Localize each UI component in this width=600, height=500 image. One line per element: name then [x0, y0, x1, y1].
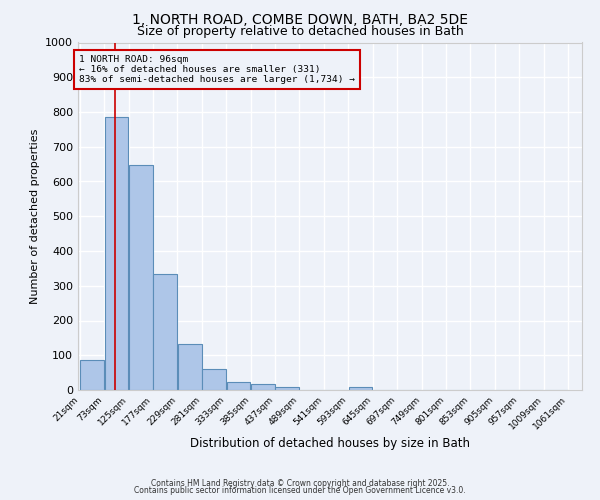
Bar [227, 382, 250, 390]
Text: Size of property relative to detached houses in Bath: Size of property relative to detached ho… [137, 25, 463, 38]
Bar [251, 384, 275, 390]
Bar [349, 386, 373, 390]
Text: 1 NORTH ROAD: 96sqm
← 16% of detached houses are smaller (331)
83% of semi-detac: 1 NORTH ROAD: 96sqm ← 16% of detached ho… [79, 54, 355, 84]
Bar [275, 386, 299, 390]
Text: 1, NORTH ROAD, COMBE DOWN, BATH, BA2 5DE: 1, NORTH ROAD, COMBE DOWN, BATH, BA2 5DE [132, 12, 468, 26]
Bar [178, 344, 202, 390]
Bar [104, 117, 128, 390]
Text: Contains HM Land Registry data © Crown copyright and database right 2025.: Contains HM Land Registry data © Crown c… [151, 478, 449, 488]
Bar [129, 165, 153, 390]
Text: Contains public sector information licensed under the Open Government Licence v3: Contains public sector information licen… [134, 486, 466, 495]
X-axis label: Distribution of detached houses by size in Bath: Distribution of detached houses by size … [190, 436, 470, 450]
Bar [202, 369, 226, 390]
Bar [80, 360, 104, 390]
Y-axis label: Number of detached properties: Number of detached properties [29, 128, 40, 304]
Bar [154, 274, 177, 390]
